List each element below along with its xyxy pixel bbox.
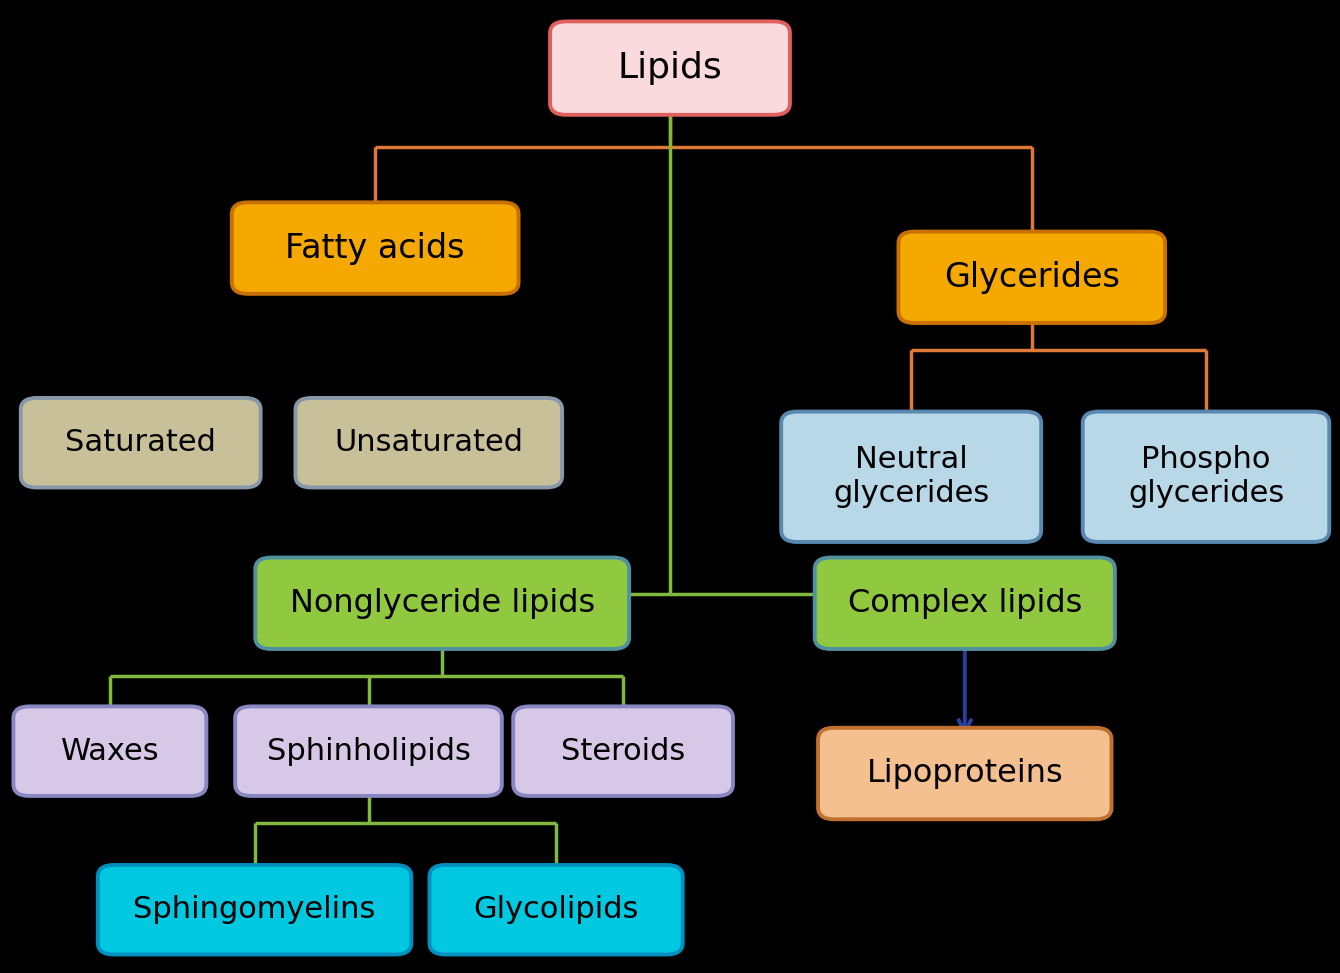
Text: Fatty acids: Fatty acids xyxy=(285,232,465,265)
Text: Glycolipids: Glycolipids xyxy=(473,895,639,924)
Text: Saturated: Saturated xyxy=(66,428,216,457)
Text: Glycerides: Glycerides xyxy=(943,261,1120,294)
FancyBboxPatch shape xyxy=(1083,412,1329,542)
Text: Unsaturated: Unsaturated xyxy=(334,428,524,457)
FancyBboxPatch shape xyxy=(236,706,501,796)
FancyBboxPatch shape xyxy=(817,728,1112,819)
FancyBboxPatch shape xyxy=(513,706,733,796)
Text: Nonglyceride lipids: Nonglyceride lipids xyxy=(289,588,595,619)
FancyBboxPatch shape xyxy=(296,398,563,487)
FancyBboxPatch shape xyxy=(232,202,519,294)
Text: Sphinholipids: Sphinholipids xyxy=(267,737,470,766)
FancyBboxPatch shape xyxy=(815,558,1115,649)
Text: Phospho
glycerides: Phospho glycerides xyxy=(1128,446,1284,508)
Text: Complex lipids: Complex lipids xyxy=(848,588,1081,619)
FancyBboxPatch shape xyxy=(549,21,789,115)
FancyBboxPatch shape xyxy=(781,412,1041,542)
Text: Steroids: Steroids xyxy=(561,737,685,766)
FancyBboxPatch shape xyxy=(429,865,682,955)
FancyBboxPatch shape xyxy=(255,558,630,649)
FancyBboxPatch shape xyxy=(13,706,206,796)
Text: Sphingomyelins: Sphingomyelins xyxy=(134,895,375,924)
FancyBboxPatch shape xyxy=(20,398,260,487)
FancyBboxPatch shape xyxy=(98,865,411,955)
Text: Neutral
glycerides: Neutral glycerides xyxy=(833,446,989,508)
Text: Lipoproteins: Lipoproteins xyxy=(867,758,1063,789)
Text: Waxes: Waxes xyxy=(60,737,159,766)
FancyBboxPatch shape xyxy=(898,232,1164,323)
Text: Lipids: Lipids xyxy=(618,52,722,85)
